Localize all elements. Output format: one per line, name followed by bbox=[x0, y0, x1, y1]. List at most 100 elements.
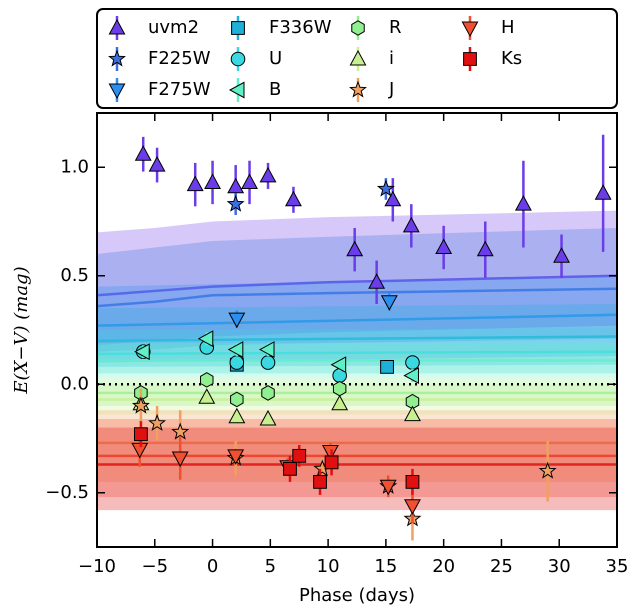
model-line bbox=[97, 274, 617, 297]
x-tick-label: 25 bbox=[490, 556, 513, 577]
y-tick-label: 0.5 bbox=[60, 265, 89, 286]
data-point bbox=[402, 216, 420, 233]
legend-marker bbox=[463, 52, 477, 66]
data-point bbox=[227, 449, 245, 465]
data-point bbox=[384, 190, 402, 207]
data-point bbox=[403, 367, 419, 385]
legend-label: B bbox=[269, 79, 281, 100]
data-point bbox=[379, 479, 397, 496]
data-point bbox=[241, 173, 258, 189]
y-tick-label: 0.0 bbox=[60, 373, 89, 394]
legend-marker bbox=[349, 49, 367, 66]
legend-marker bbox=[461, 21, 479, 38]
data-point bbox=[376, 179, 395, 197]
legend-marker bbox=[231, 21, 245, 35]
legend-label: uvm2 bbox=[148, 17, 199, 38]
y-axis-label: E(X−V) (mag) bbox=[11, 266, 32, 394]
data-point bbox=[227, 177, 245, 194]
data-point bbox=[200, 372, 214, 388]
data-point bbox=[435, 238, 453, 255]
data-point bbox=[594, 184, 612, 200]
legend-marker bbox=[351, 20, 365, 36]
model-line bbox=[97, 287, 617, 308]
x-tick-label: 30 bbox=[548, 556, 571, 577]
data-point bbox=[230, 391, 244, 408]
data-point bbox=[324, 455, 339, 470]
legend-label: Ks bbox=[501, 48, 522, 69]
plot-area bbox=[97, 134, 617, 541]
legend-marker bbox=[349, 80, 367, 98]
x-tick-label: 10 bbox=[317, 556, 340, 577]
data-point bbox=[226, 194, 245, 212]
legend-label: F225W bbox=[148, 48, 211, 69]
x-axis-label: Phase (days) bbox=[299, 585, 415, 606]
data-point bbox=[514, 195, 532, 211]
data-point bbox=[476, 240, 494, 257]
data-point bbox=[330, 356, 347, 374]
legend-label: i bbox=[389, 48, 394, 69]
model-line bbox=[97, 313, 617, 327]
data-point bbox=[228, 407, 246, 424]
model-band bbox=[97, 327, 617, 374]
data-point bbox=[198, 388, 216, 404]
data-point bbox=[405, 355, 420, 370]
legend-marker bbox=[108, 49, 126, 67]
data-point bbox=[171, 451, 189, 468]
data-point bbox=[260, 355, 276, 370]
data-point bbox=[227, 341, 244, 358]
data-point bbox=[134, 145, 152, 161]
x-tick-label: −10 bbox=[78, 556, 116, 577]
data-point bbox=[368, 273, 386, 289]
data-point bbox=[380, 359, 394, 374]
legend-label: U bbox=[269, 48, 282, 69]
legend-label: J bbox=[388, 79, 394, 100]
data-point bbox=[186, 175, 204, 192]
data-point bbox=[204, 173, 221, 189]
data-point bbox=[405, 393, 420, 410]
data-point bbox=[404, 499, 421, 515]
data-point bbox=[538, 461, 557, 479]
x-tick-label: −5 bbox=[142, 556, 169, 577]
x-tick-label: 20 bbox=[432, 556, 455, 577]
legend-label: H bbox=[501, 17, 515, 38]
data-point bbox=[331, 394, 349, 411]
model-band bbox=[97, 228, 617, 352]
y-tick-label: 1.0 bbox=[60, 156, 89, 177]
model-line bbox=[97, 335, 617, 343]
legend-label: F275W bbox=[148, 79, 211, 100]
data-point bbox=[553, 247, 570, 263]
model-band bbox=[97, 427, 617, 511]
legend-marker bbox=[230, 51, 246, 67]
data-point bbox=[292, 448, 307, 463]
data-point bbox=[346, 240, 364, 257]
legend-label: F336W bbox=[269, 17, 332, 38]
data-point bbox=[380, 295, 398, 311]
data-point bbox=[148, 413, 167, 431]
data-point bbox=[228, 312, 246, 329]
data-point bbox=[285, 190, 302, 207]
data-point bbox=[259, 166, 277, 183]
data-point bbox=[258, 341, 275, 358]
data-point bbox=[313, 475, 327, 489]
data-point bbox=[148, 156, 166, 172]
x-tick-label: 0 bbox=[207, 556, 218, 577]
model-band bbox=[97, 418, 617, 498]
y-tick-label: −0.5 bbox=[45, 482, 89, 503]
data-point bbox=[197, 330, 214, 348]
legend-marker bbox=[108, 83, 126, 100]
x-tick-label: 5 bbox=[265, 556, 276, 577]
data-point bbox=[171, 422, 190, 440]
data-point bbox=[283, 461, 297, 476]
data-point bbox=[404, 405, 421, 422]
legend-marker bbox=[228, 81, 245, 99]
legend-label: R bbox=[389, 17, 402, 38]
data-point bbox=[261, 385, 275, 401]
data-point bbox=[405, 475, 420, 489]
data-point bbox=[131, 396, 150, 414]
data-point bbox=[134, 427, 148, 442]
data-point bbox=[134, 343, 150, 361]
plot-frame bbox=[96, 112, 618, 548]
x-tick-label: 15 bbox=[374, 556, 397, 577]
data-point bbox=[259, 409, 277, 426]
